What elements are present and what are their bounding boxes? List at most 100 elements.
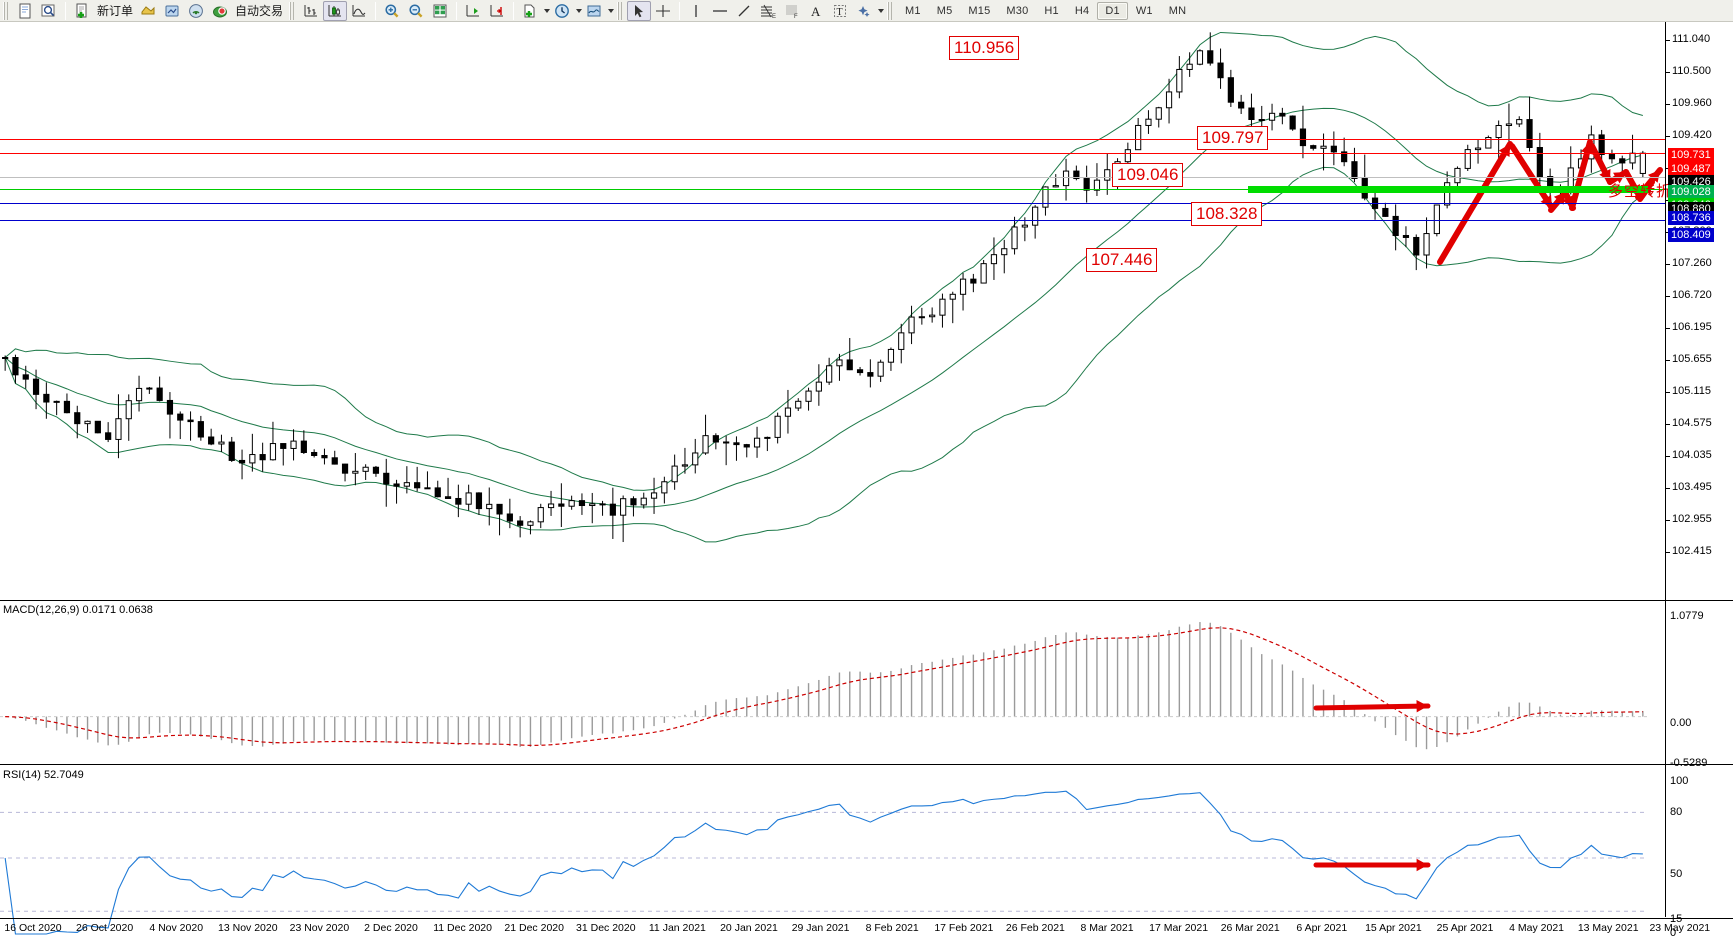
price-tick-mark xyxy=(1666,328,1670,329)
timeframe-mn[interactable]: MN xyxy=(1168,4,1187,17)
toolbar-grip-3[interactable] xyxy=(617,1,625,20)
toolbar-grip-4[interactable] xyxy=(887,1,895,20)
period-icon[interactable] xyxy=(550,1,574,21)
date-tick: 6 Apr 2021 xyxy=(1296,922,1348,934)
channel-icon[interactable]: F xyxy=(780,1,804,21)
resistance-line-109487[interactable] xyxy=(0,153,1665,154)
price-tick-109.960: 109.960 xyxy=(1672,97,1712,109)
timeframe-m5[interactable]: M5 xyxy=(936,4,953,17)
rsi-pane[interactable]: RSI(14) 52.7049 xyxy=(0,767,1733,939)
date-axis[interactable]: 16 Oct 2020 26 Oct 2020 4 Nov 2020 13 Nov 2… xyxy=(0,922,1710,936)
price-label-108736[interactable]: 108.736 xyxy=(1668,211,1714,225)
main-toolbar: 新订单 自动交易 xyxy=(0,0,1733,22)
price-tick-106.720: 106.720 xyxy=(1672,289,1712,301)
timeframe-h4[interactable]: H4 xyxy=(1074,4,1090,17)
shapes-icon[interactable] xyxy=(852,1,876,21)
chevron-down-icon-4[interactable] xyxy=(878,8,885,13)
toolbar-separator-4 xyxy=(513,1,515,20)
trendline-icon[interactable] xyxy=(732,1,756,21)
crosshair-icon[interactable] xyxy=(651,1,675,21)
indicators-icon[interactable] xyxy=(136,1,160,21)
timeframe-w1[interactable]: W1 xyxy=(1135,4,1153,17)
toolbar-grip[interactable] xyxy=(3,1,10,20)
timeframe-d1[interactable]: D1 xyxy=(1097,1,1128,20)
autotrading-icon[interactable] xyxy=(208,1,232,21)
support-line-108409[interactable] xyxy=(0,220,1665,221)
date-axis-divider xyxy=(0,918,1733,919)
autotrading-button[interactable]: 自动交易 xyxy=(235,4,284,18)
analysis-arrow-down-3-head xyxy=(1599,169,1611,182)
anno-109046[interactable]: 109.046 xyxy=(1112,163,1184,187)
analysis-arrow-projection-head xyxy=(1647,170,1660,183)
auto-scroll-icon[interactable] xyxy=(485,1,509,21)
hline-icon[interactable] xyxy=(708,1,732,21)
label-icon[interactable]: T xyxy=(828,1,852,21)
chart-window[interactable]: USDJPY-,Daily 108.792 109.172 108.717 10… xyxy=(0,22,1733,941)
candlestick-chart-icon[interactable] xyxy=(323,0,348,21)
line-chart-icon[interactable] xyxy=(347,1,371,21)
anno-turning-point-cn[interactable]: 多空转折点 xyxy=(1608,182,1689,200)
green-projection-line[interactable] xyxy=(1248,186,1648,193)
price-tick-mark xyxy=(1666,40,1670,41)
macd-tick-1.0779: 1.0779 xyxy=(1670,610,1704,622)
anno-108328[interactable]: 108.328 xyxy=(1191,202,1263,226)
support-line-108736[interactable] xyxy=(0,203,1665,204)
bollinger-upper xyxy=(4,31,1643,491)
timeframe-m30[interactable]: M30 xyxy=(1006,4,1029,17)
template-icon[interactable] xyxy=(582,1,606,21)
chevron-down-icon-3[interactable] xyxy=(608,8,615,13)
svg-text:T: T xyxy=(837,7,843,18)
cursor-icon[interactable] xyxy=(627,0,652,21)
tile-windows-icon[interactable] xyxy=(428,1,452,21)
new-order-icon[interactable] xyxy=(70,1,94,21)
text-icon[interactable]: A xyxy=(804,1,828,21)
macd-indicator-label: MACD(12,26,9) 0.0171 0.0638 xyxy=(3,604,153,616)
chevron-down-icon[interactable] xyxy=(544,8,551,13)
anno-high-110956[interactable]: 110.956 xyxy=(949,36,1020,60)
gray-line-109133[interactable] xyxy=(0,177,1665,178)
rsi-pane-divider xyxy=(0,764,1733,765)
timeframe-m15[interactable]: M15 xyxy=(968,4,991,17)
new-chart-icon[interactable] xyxy=(13,1,37,21)
rsi-indicator-label: RSI(14) 52.7049 xyxy=(3,769,84,781)
timeframe-h1[interactable]: H1 xyxy=(1044,4,1059,17)
price-pane[interactable]: 110.956 109.797 109.046 108.328 107.446 … xyxy=(0,22,1733,602)
price-label-109731[interactable]: 109.731 xyxy=(1668,148,1714,162)
price-tick-107.260: 107.260 xyxy=(1672,257,1712,269)
date-tick: 26 Oct 2020 xyxy=(75,922,134,934)
price-tick-106.195: 106.195 xyxy=(1672,321,1712,333)
macd-analysis-arrow[interactable] xyxy=(1313,703,1431,711)
fibonacci-icon[interactable]: E xyxy=(756,1,780,21)
date-tick: 11 Jan 2021 xyxy=(648,922,706,934)
vline-icon[interactable] xyxy=(684,1,708,21)
support-line-109046[interactable] xyxy=(0,189,1665,190)
chart-search-icon[interactable] xyxy=(37,1,61,21)
svg-text:E: E xyxy=(772,14,776,20)
price-tick-mark xyxy=(1666,136,1670,137)
toolbar-grip-2[interactable] xyxy=(289,1,297,20)
anno-107446[interactable]: 107.446 xyxy=(1086,248,1158,272)
price-tick-105.115: 105.115 xyxy=(1672,385,1711,397)
price-label-109028[interactable]: 109.028 xyxy=(1668,185,1714,199)
toolbar-separator-2 xyxy=(375,1,377,20)
price-tick-mark xyxy=(1666,456,1670,457)
chevron-down-icon-2[interactable] xyxy=(576,8,583,13)
new-order-button[interactable]: 新订单 xyxy=(97,4,134,18)
resistance-line-109731[interactable] xyxy=(0,139,1665,140)
price-tick-109.420: 109.420 xyxy=(1672,129,1712,141)
price-label-109487[interactable]: 109.487 xyxy=(1668,162,1714,176)
rsi-tick-0: 0 xyxy=(1670,927,1677,939)
price-label-108409[interactable]: 108.409 xyxy=(1668,228,1714,242)
macd-pane[interactable]: MACD(12,26,9) 0.0171 0.0638 xyxy=(0,602,1733,764)
zoom-out-icon[interactable] xyxy=(404,1,428,21)
price-tick-mark xyxy=(1666,392,1670,393)
add-indicator-icon[interactable] xyxy=(518,1,542,21)
templates-icon[interactable] xyxy=(160,1,184,21)
bar-chart-icon[interactable] xyxy=(299,1,323,21)
terminal-icon[interactable] xyxy=(184,1,208,21)
date-tick: 4 Nov 2020 xyxy=(149,922,204,934)
anno-109797[interactable]: 109.797 xyxy=(1197,126,1269,150)
zoom-in-icon[interactable] xyxy=(380,1,404,21)
timeframe-m1[interactable]: M1 xyxy=(905,4,921,17)
chart-shift-icon[interactable] xyxy=(461,1,485,21)
